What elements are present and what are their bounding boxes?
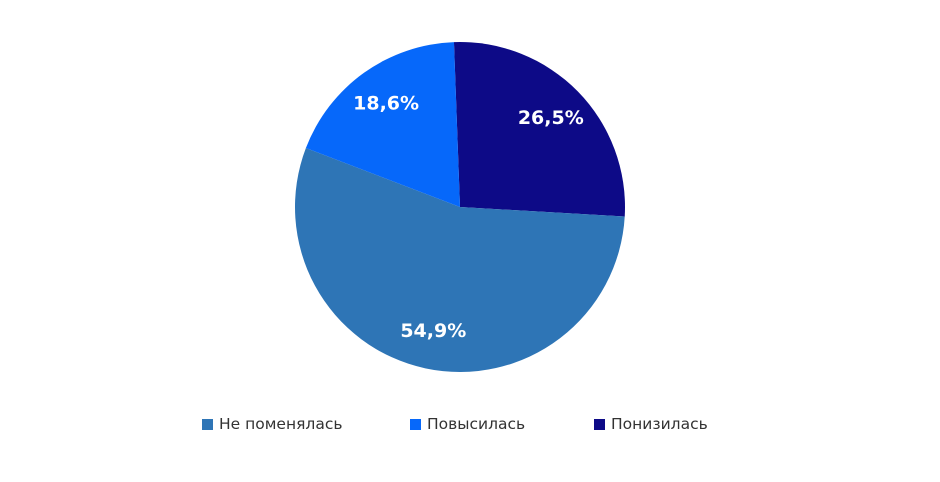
legend-item-increased[interactable]: Повысилась: [410, 412, 525, 436]
legend-item-unchanged[interactable]: Не поменялась: [202, 412, 343, 436]
pie-slice-label-0: 26,5%: [518, 107, 584, 129]
legend-label-decreased: Понизилась: [611, 415, 708, 433]
legend-swatch-increased: [410, 418, 421, 430]
pie-labels: 26,5% 54,9% 18,6%: [353, 93, 584, 343]
legend-label-increased: Повысилась: [427, 415, 526, 433]
pie-slice-label-1: 54,9%: [400, 320, 466, 342]
pie-slice-2[interactable]: [305, 42, 460, 208]
pie-slices: [294, 41, 625, 373]
pie-slice-label-2: 18,6%: [353, 93, 419, 115]
legend-swatch-decreased: [594, 418, 605, 430]
pie-slice-0[interactable]: [453, 41, 625, 217]
pie-chart: 26,5% 54,9% 18,6%: [294, 41, 625, 373]
legend-swatch-unchanged: [202, 418, 213, 430]
legend-label-unchanged: Не поменялась: [219, 415, 343, 433]
legend-item-decreased[interactable]: Понизилась: [594, 412, 708, 436]
pie-slice-1[interactable]: [294, 148, 625, 373]
chart-legend: Не поменялась Повысилась Понизилась: [0, 412, 940, 436]
